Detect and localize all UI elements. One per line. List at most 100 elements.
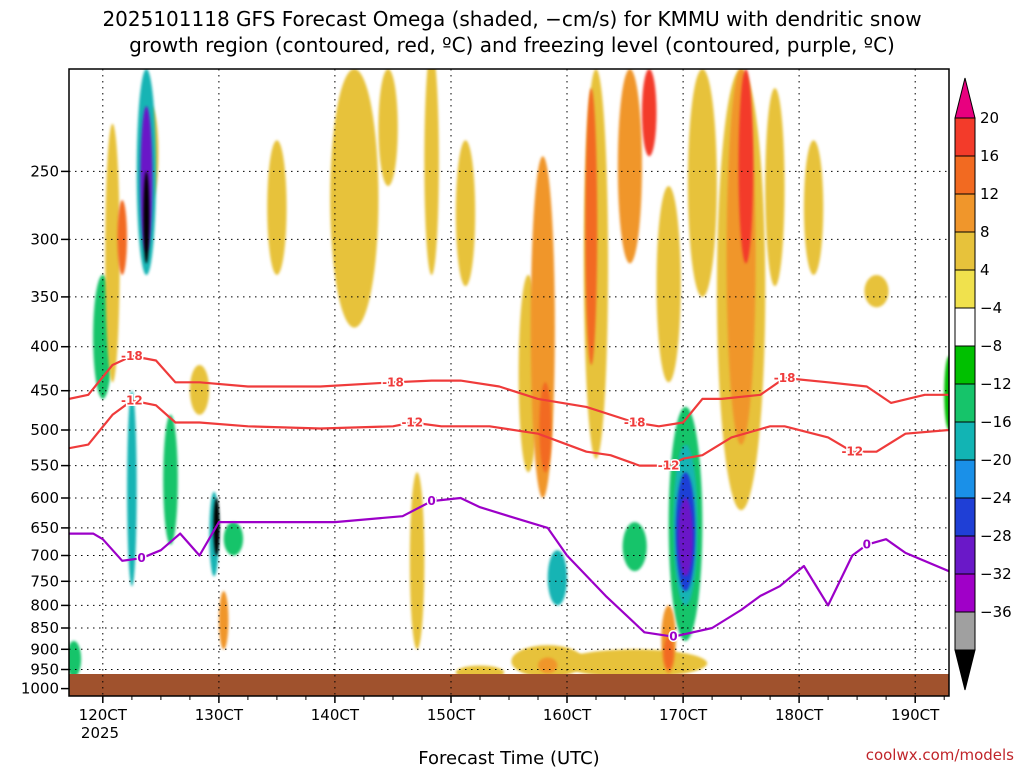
colorbar-label: −8 bbox=[980, 337, 1002, 355]
year-label: 2025 bbox=[81, 724, 119, 742]
colorbar-label: 20 bbox=[980, 109, 999, 127]
colorbar-label: −12 bbox=[980, 375, 1012, 393]
purple-contour-label: 0 bbox=[669, 630, 677, 644]
descent-region-34 bbox=[538, 657, 558, 674]
chart-title-line-1: 2025101118 GFS Forecast Omega (shaded, −… bbox=[102, 7, 921, 31]
x-tick-label-120CT: 120CT bbox=[79, 706, 128, 724]
ascent-region-31 bbox=[547, 550, 568, 606]
descent-region-21 bbox=[105, 123, 120, 383]
colorbar-bin-bottom bbox=[954, 649, 976, 691]
red-contour-label: -12 bbox=[658, 459, 680, 473]
colorbar: 20 16 12 8 4 −4 −8 −12 −16 −20 −24 −28 −32 −36 bbox=[954, 77, 1012, 691]
y-tick-label-750: 750 bbox=[30, 572, 59, 590]
omega-shading bbox=[69, 69, 949, 680]
y-tick-label-650: 650 bbox=[30, 519, 59, 537]
ascent-region-18 bbox=[223, 522, 244, 556]
y-tick-label-600: 600 bbox=[30, 489, 59, 507]
descent-region-3 bbox=[378, 69, 398, 186]
colorbar-bin-9 bbox=[954, 421, 976, 461]
y-tick-label-300: 300 bbox=[30, 230, 59, 248]
ascent-region-30 bbox=[127, 390, 137, 587]
ascent-region-19 bbox=[69, 640, 82, 678]
chart-title-line-2: growth region (contoured, red, ºC) and f… bbox=[129, 33, 895, 57]
colorbar-bin-10 bbox=[954, 459, 976, 499]
contours: -18 -18 -18 -18 -12 -12 -12 -12 0 0 0 0 bbox=[69, 348, 949, 645]
colorbar-bin-5 bbox=[954, 269, 976, 309]
y-tick-label-1000: 1000 bbox=[21, 680, 59, 698]
purple-contour-label: 0 bbox=[427, 494, 435, 508]
ascent-region-20 bbox=[622, 522, 647, 572]
y-axis-ticks: 250 300 350 400 450 500 550 600 650 700 750 800 850 9… bbox=[21, 162, 69, 698]
purple-contour-0 bbox=[69, 496, 949, 638]
red-contour-label: -12 bbox=[401, 416, 423, 430]
ascent-region-17 bbox=[163, 414, 178, 545]
colorbar-bin-13 bbox=[954, 573, 976, 613]
red-contour--18 bbox=[69, 354, 949, 428]
colorbar-bin-3 bbox=[954, 193, 976, 233]
descent-region-32 bbox=[617, 69, 643, 264]
colorbar-label: 12 bbox=[980, 185, 999, 203]
y-tick-label-450: 450 bbox=[30, 382, 59, 400]
y-tick-label-800: 800 bbox=[30, 596, 59, 614]
gridlines bbox=[69, 69, 949, 696]
descent-region-10 bbox=[765, 88, 785, 287]
y-tick-label-900: 900 bbox=[30, 640, 59, 658]
descent-region-8 bbox=[656, 186, 681, 383]
descent-region-5 bbox=[424, 69, 439, 275]
colorbar-bin-14 bbox=[954, 611, 976, 651]
ascent-region-0 bbox=[944, 356, 949, 430]
colorbar-label: −28 bbox=[980, 527, 1012, 545]
y-tick-label-250: 250 bbox=[30, 162, 59, 180]
colorbar-bin-2 bbox=[954, 155, 976, 195]
red-contour-label: -12 bbox=[121, 394, 143, 408]
x-axis-label: Forecast Time (UTC) bbox=[418, 748, 599, 768]
y-tick-label-700: 700 bbox=[30, 547, 59, 565]
colorbar-label: −24 bbox=[980, 489, 1012, 507]
colorbar-label: −4 bbox=[980, 299, 1002, 317]
x-tick-label-190CT: 190CT bbox=[891, 706, 940, 724]
colorbar-label: 4 bbox=[980, 261, 990, 279]
colorbar-bin-12 bbox=[954, 535, 976, 575]
descent-region-23 bbox=[189, 365, 210, 415]
colorbar-bin-4 bbox=[954, 231, 976, 271]
y-tick-label-550: 550 bbox=[30, 457, 59, 475]
x-axis-ticks: 120CT 130CT 140CT 150CT 160CT 170CT 180CT 190CT bbox=[79, 696, 945, 724]
y-tick-label-950: 950 bbox=[30, 661, 59, 679]
descent-region-13 bbox=[562, 649, 708, 678]
purple-contour-label: 0 bbox=[137, 551, 145, 565]
red-contour--12 bbox=[69, 399, 949, 467]
descent-region-4 bbox=[409, 472, 425, 650]
descent-region-11 bbox=[803, 140, 824, 275]
red-contour-label: -18 bbox=[624, 416, 646, 430]
descent-region-44 bbox=[738, 69, 754, 264]
red-contour-label: -12 bbox=[841, 445, 863, 459]
plot-area: -18 -18 -18 -18 -12 -12 -12 -12 0 0 0 0 bbox=[68, 68, 950, 697]
red-contour-label: -18 bbox=[382, 375, 404, 389]
colorbar-bin-7 bbox=[954, 345, 976, 385]
colorbar-bin-6 bbox=[954, 307, 976, 347]
descent-region-6 bbox=[455, 140, 476, 287]
descent-region-38 bbox=[117, 200, 127, 275]
descent-region-2 bbox=[330, 69, 379, 328]
y-tick-label-850: 850 bbox=[30, 619, 59, 637]
colorbar-label: 8 bbox=[980, 223, 990, 241]
colorbar-bin-top bbox=[954, 77, 976, 119]
descent-region-43 bbox=[641, 69, 657, 157]
colorbar-bin-11 bbox=[954, 497, 976, 537]
colorbar-bin-1 bbox=[954, 117, 976, 157]
x-tick-label-160CT: 160CT bbox=[543, 706, 592, 724]
descent-region-27 bbox=[218, 591, 229, 650]
x-tick-label-140CT: 140CT bbox=[311, 706, 360, 724]
descent-region-12 bbox=[864, 275, 889, 308]
ascent-region-47 bbox=[143, 171, 150, 264]
descent-region-41 bbox=[663, 636, 674, 670]
credit-link[interactable]: coolwx.com/models bbox=[866, 746, 1014, 764]
x-tick-label-170CT: 170CT bbox=[659, 706, 708, 724]
descent-region-39 bbox=[539, 382, 552, 473]
ascent-region-45 bbox=[678, 497, 693, 577]
colorbar-label: −20 bbox=[980, 451, 1012, 469]
colorbar-label: −32 bbox=[980, 565, 1012, 583]
y-tick-label-350: 350 bbox=[30, 288, 59, 306]
descent-region-40 bbox=[585, 88, 598, 365]
